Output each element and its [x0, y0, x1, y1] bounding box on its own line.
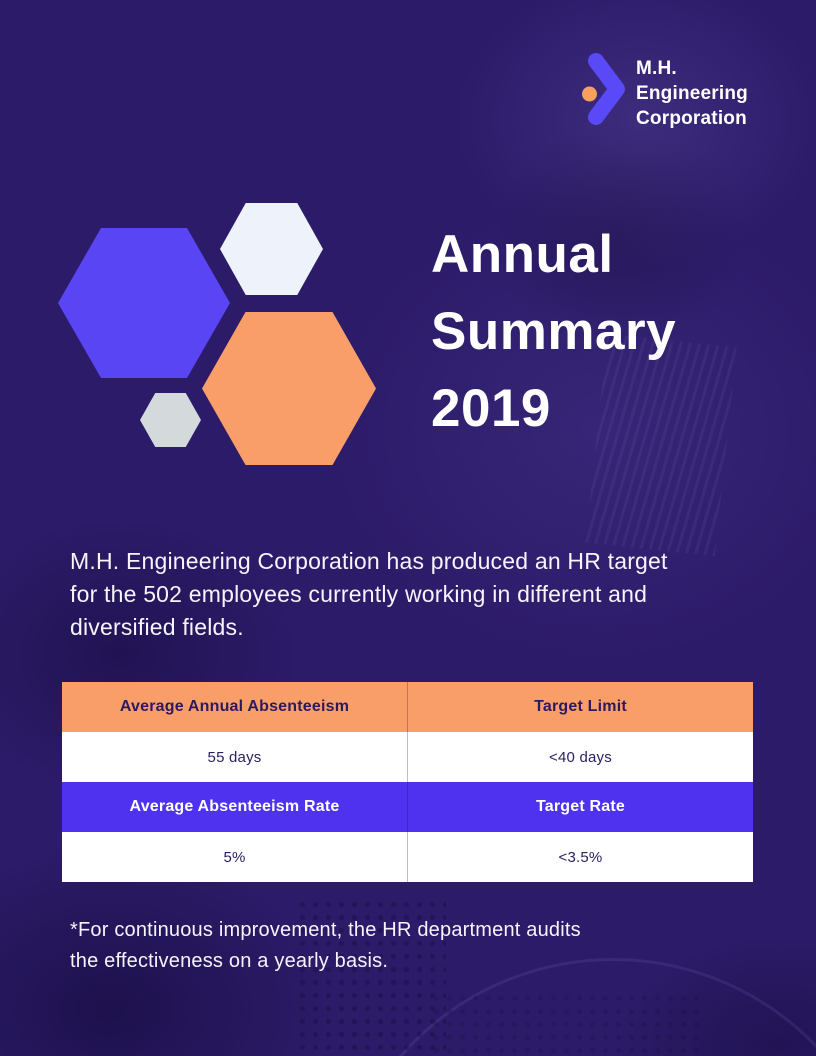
hexagon-orange [202, 312, 376, 465]
company-name-line: Engineering [636, 83, 748, 104]
halftone-dots-pattern [430, 992, 700, 1056]
intro-paragraph: M.H. Engineering Corporation has produce… [70, 545, 668, 644]
table-header-cell: Average Absenteeism Rate [129, 798, 340, 815]
table-value-cell: 5% [223, 848, 246, 866]
table-header-row-absenteeism: Average Annual Absenteeism Target Limit [62, 682, 753, 732]
hr-target-table: Average Annual Absenteeism Target Limit … [62, 682, 753, 882]
company-logo: M.H. Engineering Corporation [582, 51, 748, 129]
page-title-line: Annual [431, 225, 614, 284]
footnote-line: *For continuous improvement, the HR depa… [70, 919, 581, 941]
company-name: M.H. Engineering Corporation [636, 56, 748, 131]
table-header-row-rate: Average Absenteeism Rate Target Rate [62, 782, 753, 832]
intro-line: for the 502 employees currently working … [70, 581, 648, 607]
company-name-line: Corporation [636, 108, 747, 129]
table-header-cell: Target Rate [407, 782, 753, 832]
footnote: *For continuous improvement, the HR depa… [70, 915, 581, 977]
hexagon-gray [140, 393, 201, 447]
intro-line: diversified fields. [70, 614, 244, 640]
hexagon-purple [58, 228, 230, 378]
table-header-cell: Target Limit [407, 682, 753, 732]
page-title: Annual Summary 2019 [431, 216, 676, 447]
intro-line: M.H. Engineering Corporation has produce… [70, 548, 668, 574]
hexagon-white [220, 203, 323, 295]
logo-chevron-dot-icon [582, 53, 625, 125]
table-value-cell: 55 days [207, 748, 262, 766]
company-name-line: M.H. [636, 58, 677, 79]
table-value-row-days: 55 days <40 days [62, 732, 753, 782]
footnote-line: the effectiveness on a yearly basis. [70, 950, 389, 972]
table-header-cell: Average Annual Absenteeism [119, 698, 350, 715]
page-title-line: Summary [431, 302, 677, 361]
page-title-line: 2019 [431, 379, 551, 438]
table-value-row-rate: 5% <3.5% [62, 832, 753, 882]
halftone-dots-pattern [296, 898, 446, 1050]
table-value-cell: <40 days [407, 732, 753, 782]
table-value-cell: <3.5% [407, 832, 753, 882]
